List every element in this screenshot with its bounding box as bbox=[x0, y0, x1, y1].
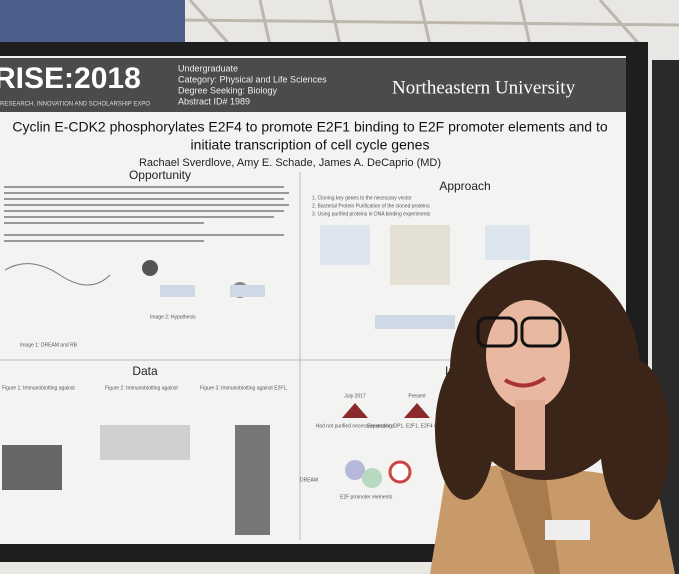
timeline-note: Expressing DP1, E2F1, E2F4 in Human cell… bbox=[367, 423, 467, 429]
person bbox=[430, 260, 675, 574]
meta-line: Abstract ID# 1989 bbox=[178, 96, 250, 106]
timeline: July 2017 Had not purified necessary prot… bbox=[316, 393, 468, 429]
figure-caption: Figure 1: Immunoblotting against bbox=[2, 385, 75, 391]
university: Northeastern University bbox=[392, 77, 576, 98]
authors: Rachael Sverdlove, Amy E. Schade, James … bbox=[139, 157, 441, 169]
meta-line: Undergraduate bbox=[178, 63, 238, 73]
timeline-note: Had not purified necessary proteins bbox=[316, 423, 395, 429]
timeline-marker bbox=[404, 403, 430, 418]
poster-header bbox=[0, 58, 626, 112]
figure-caption: Image 1: DREAM and RB bbox=[20, 342, 78, 348]
timeline-date: July 2017 bbox=[344, 393, 366, 399]
timeline-marker bbox=[342, 403, 368, 418]
section-heading: Opportunity bbox=[129, 168, 191, 182]
impact-diagram bbox=[345, 460, 412, 488]
expo-tagline: RESEARCH, INNOVATION AND SCHOLARSHIP EXP… bbox=[0, 102, 150, 108]
timeline-date: Present bbox=[408, 393, 426, 399]
approach-step: 1. Cloning key genes to the necessary ve… bbox=[312, 195, 412, 201]
impact-label: E2F promoter elements bbox=[340, 494, 393, 500]
figure-caption: Figure 3: Immunoblotting against E2F1, bbox=[200, 385, 288, 391]
diagram bbox=[4, 225, 530, 329]
meta-line: Degree Seeking: Biology bbox=[178, 85, 278, 95]
body-text bbox=[4, 186, 289, 242]
meta-line: Category: Physical and Life Sciences bbox=[178, 74, 327, 84]
approach-steps: 1. Cloning key genes to the necessary ve… bbox=[312, 195, 431, 217]
blots bbox=[2, 425, 270, 535]
figure-caption: Figure 2: Immunoblotting against bbox=[105, 385, 178, 391]
poster-title: Cyclin E-CDK2 phosphorylates E2F4 to pro… bbox=[12, 119, 608, 135]
approach-step: 2. Bacterial Protein Purification of the… bbox=[312, 203, 430, 209]
section-heading: Approach bbox=[439, 179, 490, 193]
section-heading: Data bbox=[132, 364, 158, 378]
impact-label: DREAM bbox=[300, 477, 318, 483]
approach-step: 3. Using purified proteins in DNA bindin… bbox=[312, 211, 431, 217]
expo-logo: RISE:2018 bbox=[0, 62, 141, 95]
poster-title: initiate transcription of cell cycle gen… bbox=[191, 137, 430, 153]
banner bbox=[0, 0, 185, 42]
ceiling-beams bbox=[179, 0, 679, 46]
figure-caption: Image 2: Hypothesis bbox=[150, 314, 196, 320]
